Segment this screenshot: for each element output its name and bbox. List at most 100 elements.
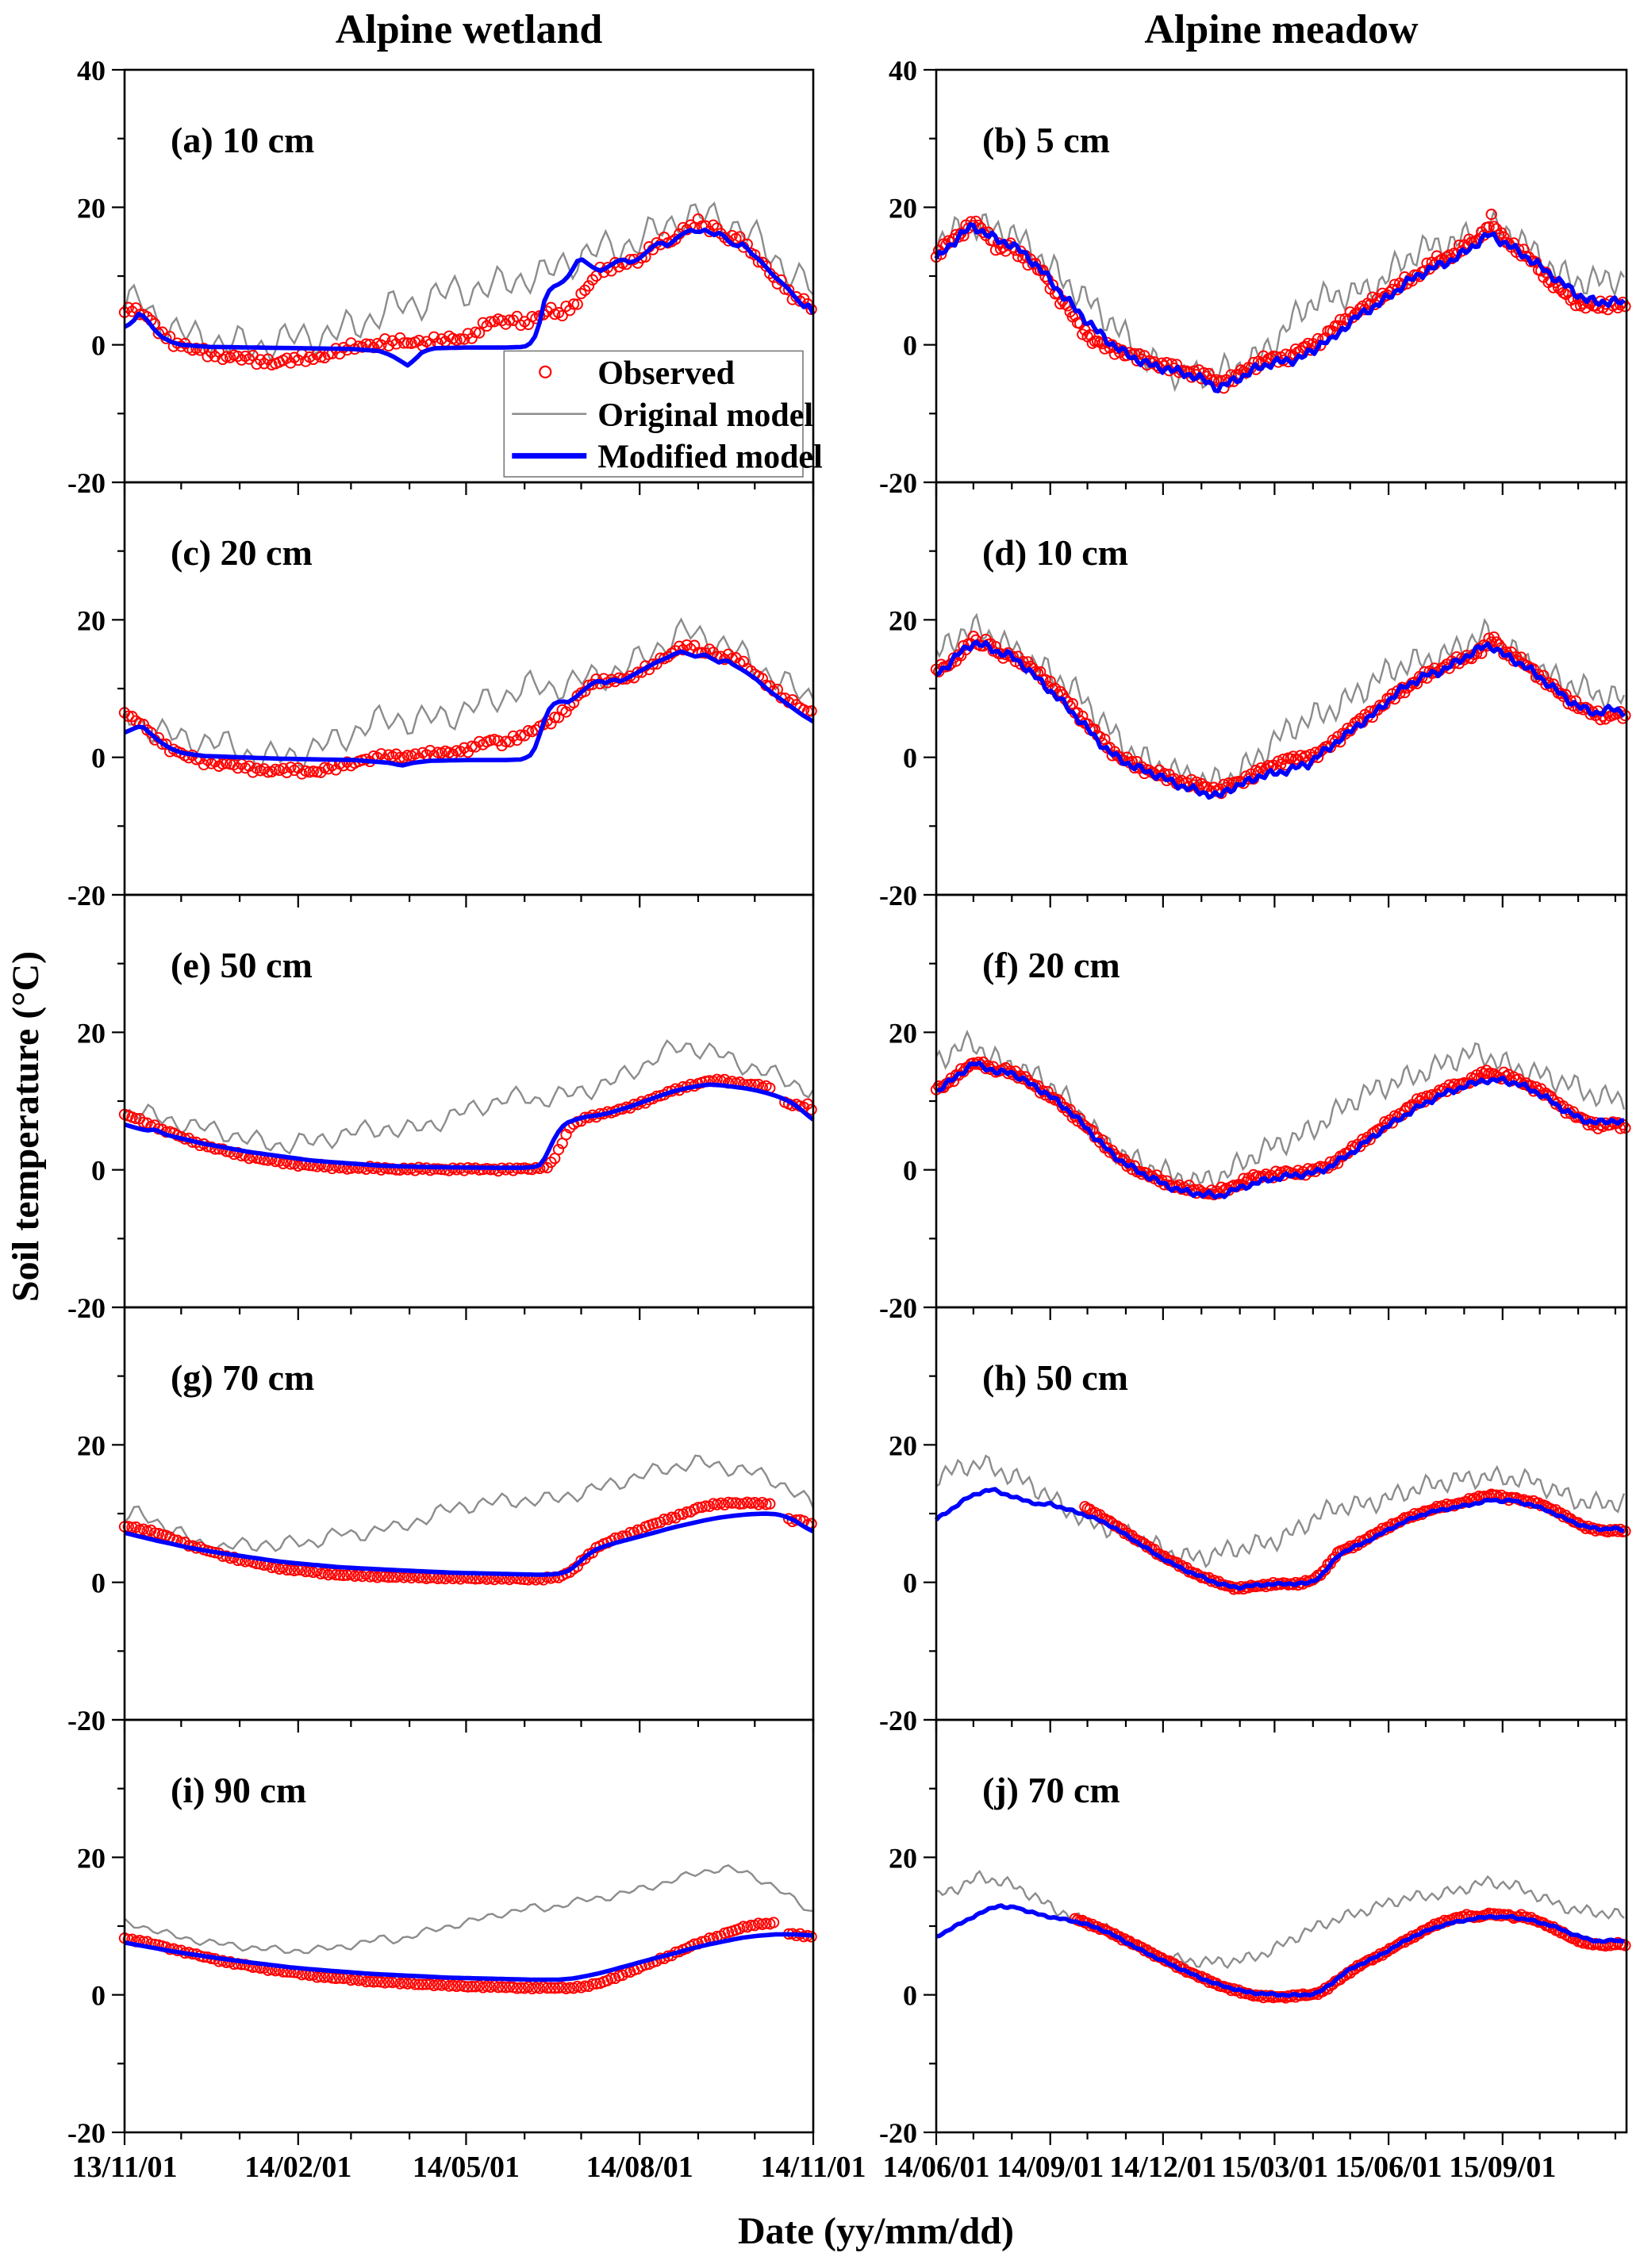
panel-label-d: (d) 10 cm [982, 532, 1128, 573]
svg-text:0: 0 [903, 1568, 917, 1599]
series-modified-model [123, 649, 815, 768]
x-axis-ticks [935, 895, 1617, 908]
svg-text:0: 0 [903, 743, 917, 774]
y-axis-tick-labels: 20 0 -20 [67, 604, 106, 911]
svg-text:20: 20 [77, 1842, 106, 1874]
svg-text:14/02/01: 14/02/01 [244, 2151, 351, 2184]
panel-f: 20 0 -20 (f) 20 cm [879, 893, 1631, 1324]
panel-g: 20 0 -20 (g) 70 cm [67, 1306, 817, 1736]
panel-label-a: (a) 10 cm [171, 120, 314, 160]
svg-text:20: 20 [77, 1017, 106, 1049]
svg-text:14/11/01: 14/11/01 [760, 2151, 866, 2184]
panel-label-f: (f) 20 cm [982, 945, 1120, 985]
svg-text:0: 0 [903, 1980, 917, 2012]
svg-text:-20: -20 [879, 1292, 917, 1324]
svg-text:20: 20 [889, 604, 917, 636]
svg-text:20: 20 [77, 604, 106, 636]
svg-text:15/03/01: 15/03/01 [1221, 2151, 1328, 2184]
series-modified-model [934, 222, 1626, 393]
svg-text:40: 40 [889, 55, 917, 86]
series-original-model [124, 1863, 814, 1955]
series-modified-model [124, 1511, 815, 1577]
y-axis-tick-labels: 20 0 -20 [879, 1429, 917, 1736]
svg-text:-20: -20 [67, 1292, 106, 1324]
y-axis-tick-labels: 20 0 -20 [879, 604, 917, 911]
svg-text:15/09/01: 15/09/01 [1449, 2151, 1556, 2184]
series-modified-model [935, 1060, 1625, 1200]
legend-marker-observed [539, 365, 552, 378]
svg-text:14/06/01: 14/06/01 [882, 2151, 989, 2184]
x-axis-ticks [935, 2132, 1617, 2145]
panels: 40 20 0 -20 (a) 10 cm Observed Original model M… [67, 55, 1631, 2184]
series-modified-model [934, 1487, 1625, 1591]
svg-text:15/06/01: 15/06/01 [1335, 2151, 1442, 2184]
y-axis-ticks [112, 1718, 125, 2134]
panel-label-c: (c) 20 cm [171, 532, 313, 573]
y-axis-tick-labels: 40 20 0 -20 [879, 55, 917, 499]
svg-text:14/09/01: 14/09/01 [997, 2151, 1104, 2184]
x-axis-title: Date (yy/mm/dd) [738, 2210, 1014, 2252]
svg-text:-20: -20 [879, 880, 917, 911]
svg-text:0: 0 [91, 330, 106, 362]
svg-text:0: 0 [91, 1568, 106, 1599]
legend-label: Modified model [597, 439, 822, 476]
svg-text:13/11/01: 13/11/01 [71, 2151, 177, 2184]
svg-text:20: 20 [889, 1017, 917, 1049]
y-axis-tick-labels: 20 0 -20 [879, 1017, 917, 1324]
svg-text:-20: -20 [879, 1705, 917, 1736]
x-axis-ticks [123, 2132, 815, 2145]
series-original-model [124, 1454, 815, 1553]
column-title-alpine-wetland: Alpine wetland [336, 7, 603, 52]
y-axis-tick-labels: 40 20 0 -20 [67, 55, 106, 499]
series-original-model [935, 1870, 1625, 1970]
panel-label-b: (b) 5 cm [982, 120, 1110, 160]
svg-text:0: 0 [91, 743, 106, 774]
series-original-model [935, 1029, 1626, 1195]
panel-e: 20 0 -20 (e) 50 cm [67, 893, 817, 1324]
panel-a: 40 20 0 -20 (a) 10 cm Observed Original model M… [67, 55, 823, 499]
series-original-model [124, 1038, 815, 1155]
svg-text:20: 20 [77, 1429, 106, 1461]
x-axis-ticks [935, 1307, 1617, 1320]
svg-text:-20: -20 [879, 467, 917, 499]
svg-text:20: 20 [889, 192, 917, 224]
series-modified-model [935, 639, 1627, 800]
y-axis-tick-labels: 20 0 -20 [879, 1842, 917, 2149]
y-axis-tick-labels: 20 0 -20 [67, 1842, 106, 2149]
series-modified-model [124, 1932, 814, 1982]
x-axis-tick-labels: 14/06/01 14/09/01 14/12/01 15/03/01 15/06/01… [882, 2151, 1556, 2184]
series-original-model [123, 201, 814, 363]
column-title-alpine-meadow: Alpine meadow [1144, 7, 1419, 52]
y-axis-title: Soil temperature (°C) [5, 951, 47, 1302]
svg-text:-20: -20 [67, 467, 106, 499]
svg-text:14/05/01: 14/05/01 [413, 2151, 520, 2184]
panel-label-i: (i) 90 cm [171, 1770, 306, 1810]
svg-text:14/08/01: 14/08/01 [586, 2151, 693, 2184]
panel-label-g: (g) 70 cm [171, 1357, 314, 1398]
svg-text:-20: -20 [67, 880, 106, 911]
panel-b: 40 20 0 -20 (b) 5 cm [879, 55, 1631, 499]
panel-d: 20 0 -20 (d) 10 cm [879, 481, 1631, 911]
svg-text:0: 0 [91, 1980, 106, 2012]
legend-label: Original model [597, 397, 813, 434]
y-axis-tick-labels: 20 0 -20 [67, 1429, 106, 1736]
panel-label-h: (h) 50 cm [982, 1357, 1128, 1398]
series-modified-model [123, 227, 816, 368]
series-original-model [935, 208, 1625, 393]
x-axis-tick-labels: 13/11/01 14/02/01 14/05/01 14/08/01 14/11/01 [71, 2151, 866, 2184]
y-axis-ticks [924, 1718, 936, 2134]
series-modified-model [124, 1082, 815, 1170]
svg-text:40: 40 [77, 55, 106, 86]
legend-label: Observed [597, 355, 735, 392]
svg-text:0: 0 [903, 330, 917, 362]
series-modified-model [935, 1903, 1626, 1998]
svg-text:-20: -20 [67, 1705, 106, 1736]
legend: Observed Original model Modified model [503, 350, 823, 478]
svg-text:20: 20 [889, 1429, 917, 1461]
panel-label-j: (j) 70 cm [982, 1770, 1120, 1810]
